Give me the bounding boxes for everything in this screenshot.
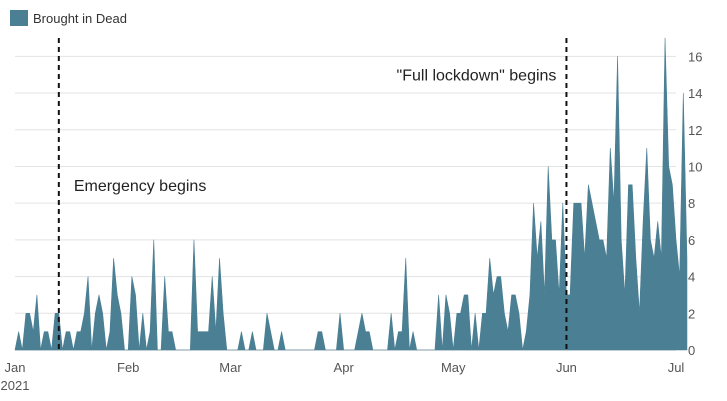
legend-swatch: [10, 10, 28, 26]
annotation-label: "Full lockdown" begins: [397, 68, 557, 85]
legend: Brought in Dead: [10, 10, 127, 26]
legend-label: Brought in Dead: [33, 11, 127, 26]
series-area-layer: [14, 37, 688, 351]
y-tick-label: 2: [688, 306, 695, 321]
annotation-label: Emergency begins: [74, 178, 207, 195]
y-tick-label: 0: [688, 343, 695, 358]
gridlines: [15, 55, 676, 351]
annotation-layer: Emergency begins "Full lockdown" begins: [57, 38, 568, 350]
y-tick-label: 14: [688, 86, 702, 101]
y-tick-label: 8: [688, 196, 695, 211]
x-tick-label: May: [441, 360, 466, 375]
x-tick-label: Jun: [556, 360, 577, 375]
series-area-brought-in-dead: [14, 37, 688, 351]
y-tick-label: 10: [688, 159, 702, 174]
x-tick-label: Apr: [334, 360, 355, 375]
y-axis: 0 2 4 6 8 10 12 14 16: [688, 49, 702, 358]
y-tick-label: 6: [688, 233, 695, 248]
x-tick-sublabel: 2021: [1, 378, 30, 393]
x-tick-label: Mar: [219, 360, 242, 375]
y-tick-label: 4: [688, 270, 695, 285]
y-tick-label: 16: [688, 49, 702, 64]
x-axis: Jan 2021 Feb Mar Apr May Jun Jul: [1, 360, 685, 393]
x-tick-label: Jan: [5, 360, 26, 375]
x-tick-label: Jul: [668, 360, 685, 375]
x-tick-label: Feb: [117, 360, 139, 375]
y-tick-label: 12: [688, 123, 702, 138]
